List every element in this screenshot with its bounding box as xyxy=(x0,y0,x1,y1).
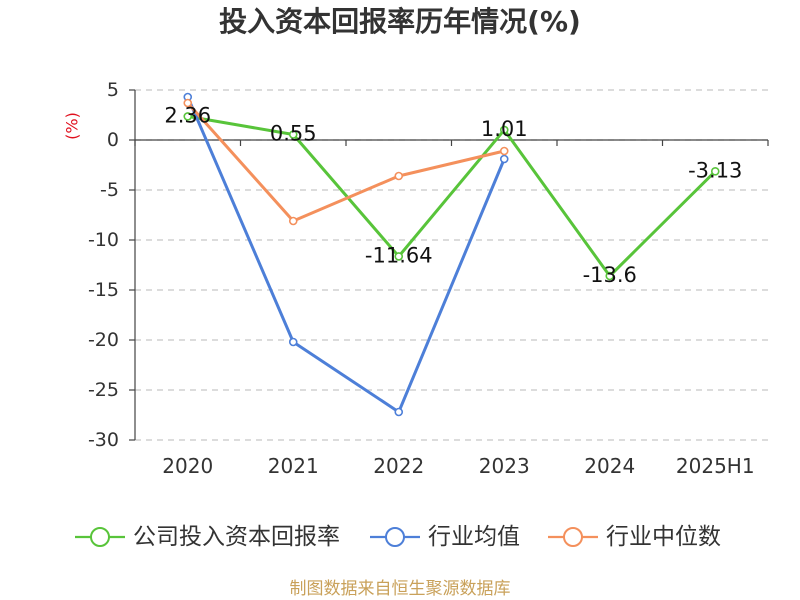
data-point xyxy=(288,216,298,226)
data-point xyxy=(394,252,404,261)
data-label: -3.13 xyxy=(688,158,742,182)
data-point xyxy=(394,171,404,181)
data-label: 0.55 xyxy=(270,122,317,146)
legend-item-industry-median[interactable]: 行业中位数 xyxy=(548,522,721,552)
legend-line-circle-icon xyxy=(370,527,420,547)
data-label: -11.64 xyxy=(365,243,433,267)
y-tick-label: 5 xyxy=(107,79,119,101)
data-point xyxy=(183,98,193,108)
data-label: 2.36 xyxy=(164,103,211,127)
legend-marker xyxy=(90,527,110,547)
legend-label: 行业均值 xyxy=(428,524,520,550)
series-0 xyxy=(183,112,720,281)
y-tick-label: -5 xyxy=(100,179,119,201)
x-tick-label: 2022 xyxy=(373,454,424,478)
x-tick-label: 2025H1 xyxy=(676,454,755,478)
x-tick-label: 2020 xyxy=(162,454,213,478)
legend-line-circle-icon xyxy=(548,527,598,547)
legend-label: 行业中位数 xyxy=(606,524,721,550)
series-line xyxy=(186,101,506,223)
data-point xyxy=(710,167,720,176)
legend-marker xyxy=(385,527,405,547)
x-tick-label: 2024 xyxy=(584,454,635,478)
y-tick-label: -30 xyxy=(88,429,119,451)
data-point xyxy=(499,154,509,164)
legend-item-company-roic[interactable]: 公司投入资本回报率 xyxy=(75,522,340,552)
chart-title: 投入资本回报率历年情况(%) xyxy=(219,5,581,38)
series-1 xyxy=(183,92,509,417)
source-footer: 制图数据来自恒生聚源数据库 xyxy=(289,579,511,599)
data-labels: 2.36 0.55 -11.64 1.01 -13.6 -3.13 xyxy=(164,103,742,287)
legend-marker xyxy=(563,527,583,547)
y-tick-label: -25 xyxy=(88,379,119,401)
x-tick-label: 2021 xyxy=(268,454,319,478)
x-tick-label: 2023 xyxy=(479,454,530,478)
legend-item-industry-mean[interactable]: 行业均值 xyxy=(370,522,520,552)
data-point xyxy=(183,112,193,121)
y-tick-label: -20 xyxy=(88,329,119,351)
x-axis: 2020 2021 2022 2023 2024 2025H1 xyxy=(134,139,769,478)
y-tick-label: -10 xyxy=(88,229,119,251)
series-line xyxy=(186,114,717,278)
series-line xyxy=(186,95,506,414)
y-tick-label: 0 xyxy=(107,129,119,151)
data-point xyxy=(499,146,509,156)
data-point xyxy=(499,125,509,135)
legend-line-circle-icon xyxy=(75,527,125,547)
data-label: -13.6 xyxy=(583,263,637,287)
data-label: 1.01 xyxy=(481,117,528,141)
data-point xyxy=(605,271,615,281)
data-point xyxy=(288,130,298,139)
legend-label: 公司投入资本回报率 xyxy=(133,524,340,550)
data-point xyxy=(394,407,404,417)
series-2 xyxy=(183,98,509,226)
data-point xyxy=(288,337,298,347)
y-tick-label: -15 xyxy=(88,279,119,301)
y-axis: 5 0 -5 -10 -15 -20 -25 -30 xyxy=(88,79,136,451)
